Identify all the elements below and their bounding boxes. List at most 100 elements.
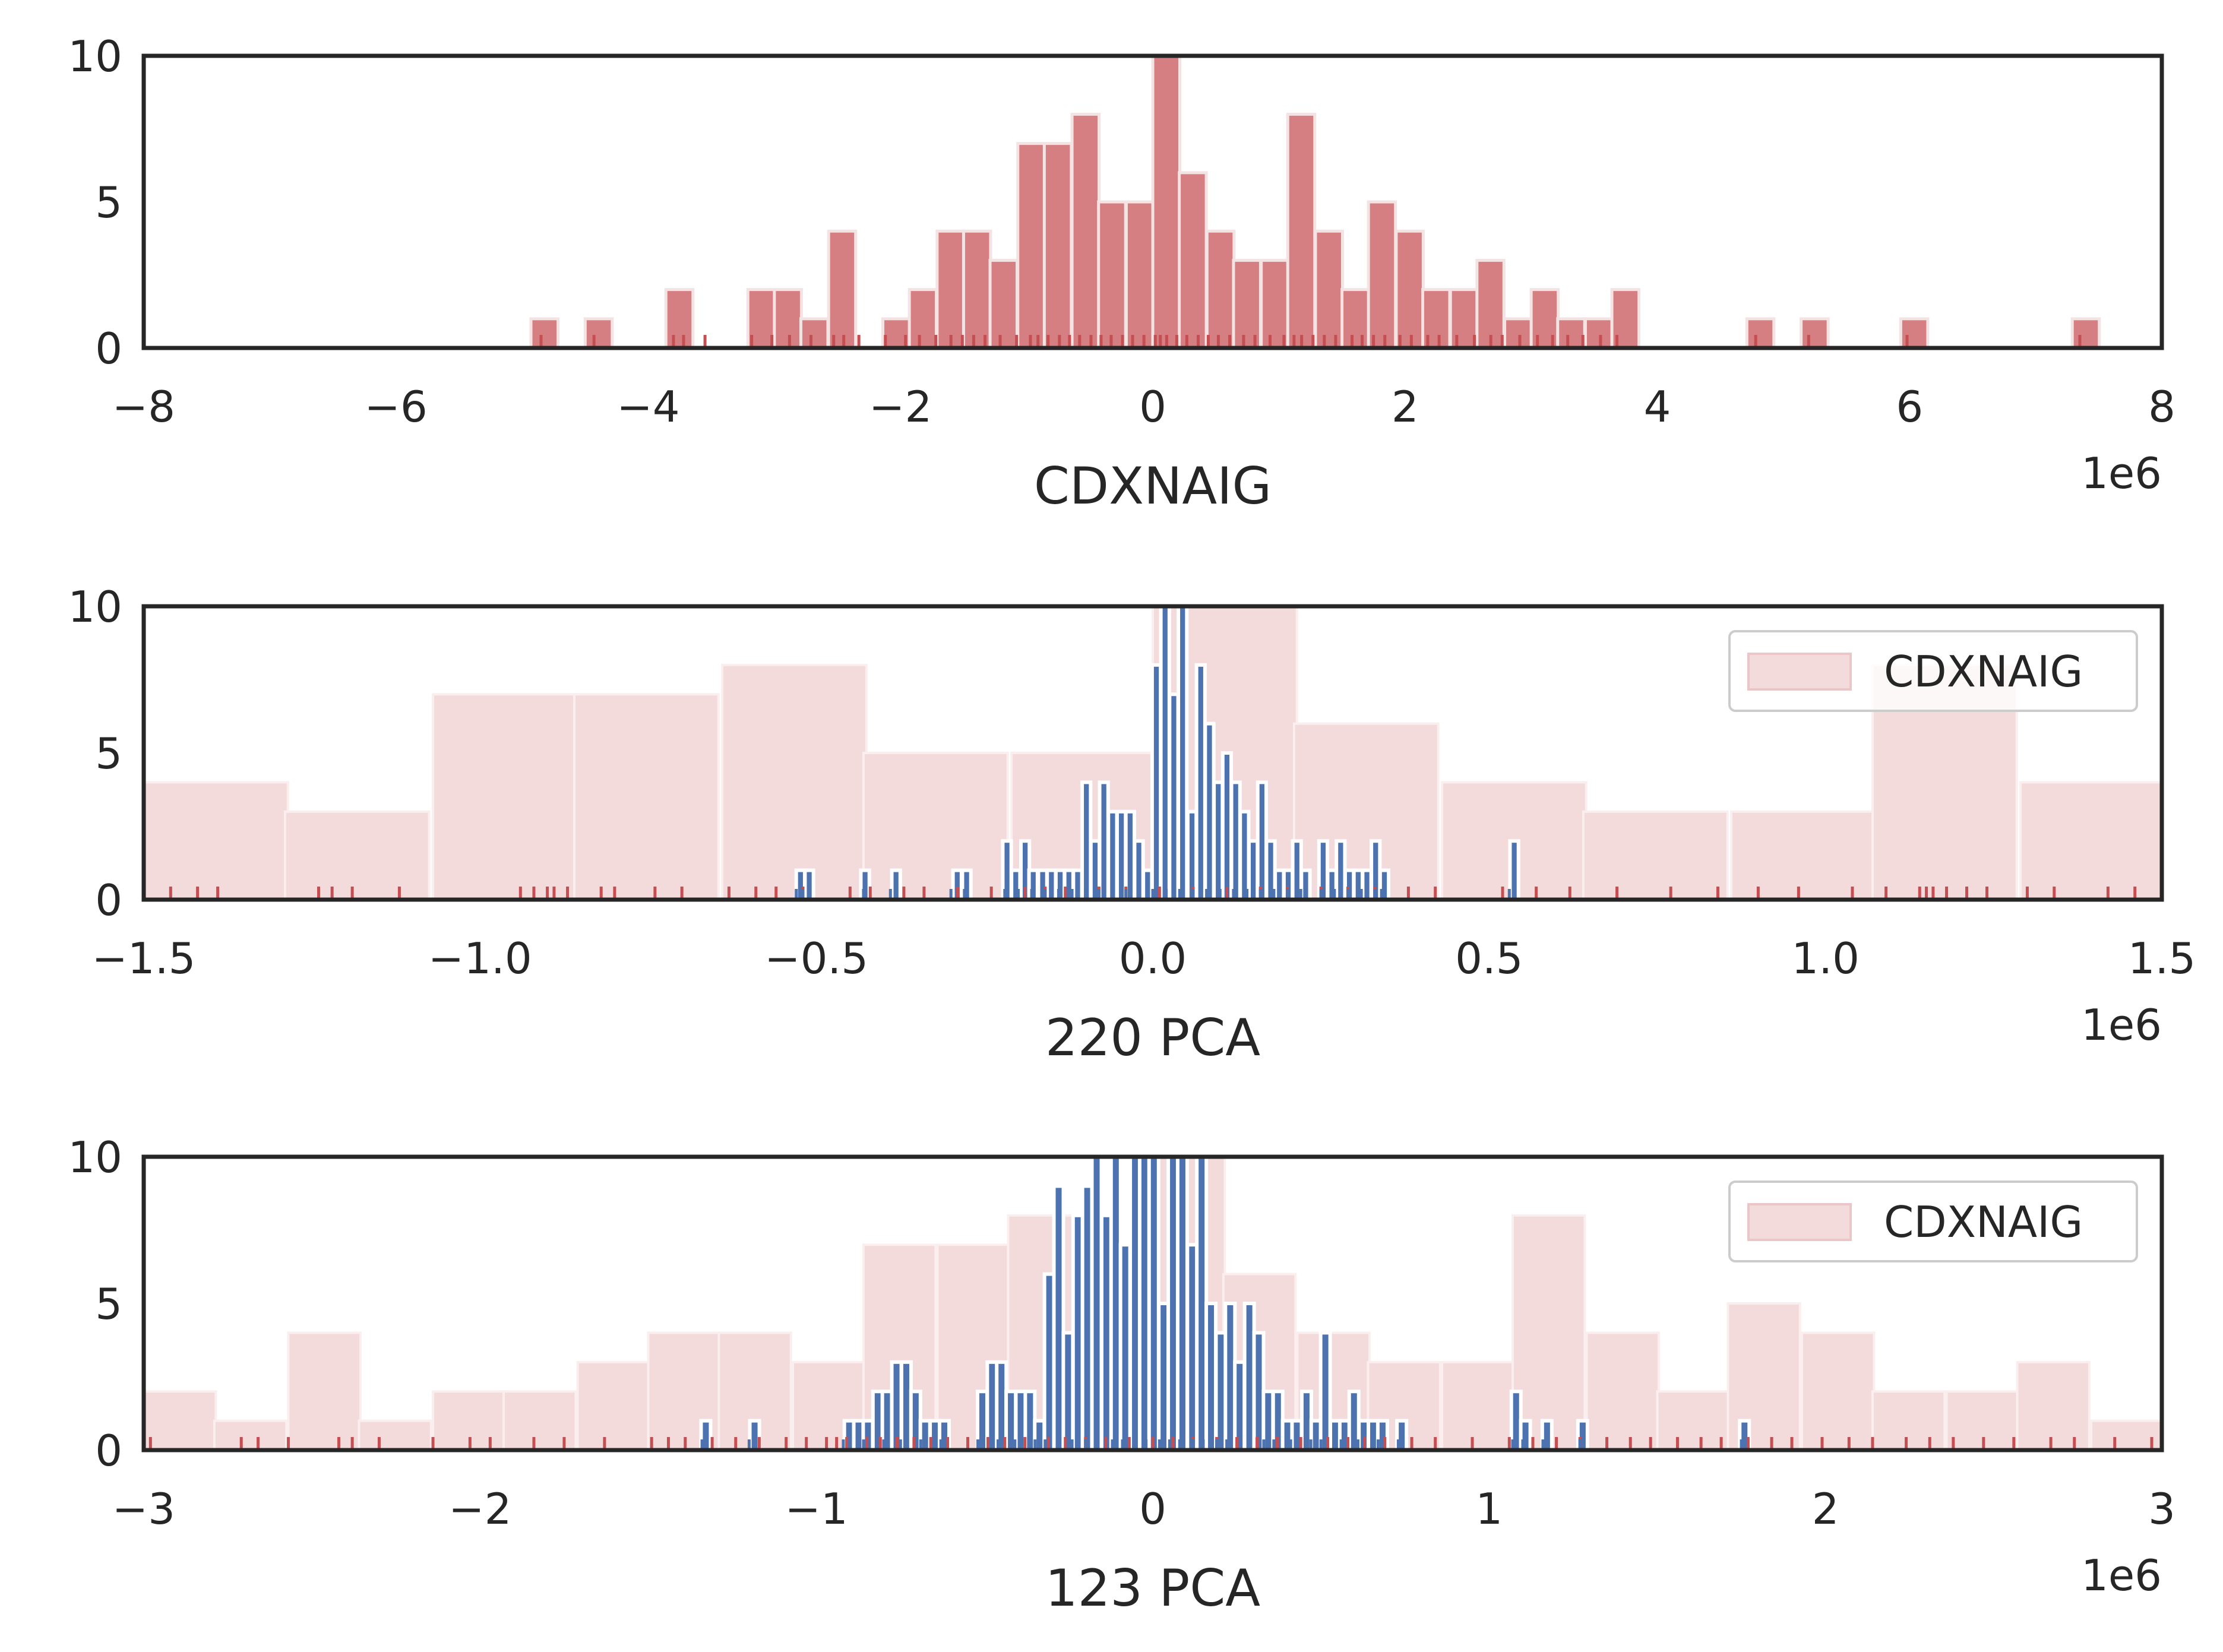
histogram-bar	[803, 868, 815, 900]
histogram-bar	[1582, 810, 1729, 900]
x-tick-label: −3	[112, 1484, 175, 1534]
x-tick-label: 8	[2148, 382, 2175, 432]
x-tick-label: 0	[1139, 382, 1166, 432]
x-tick-label: 2	[1392, 382, 1419, 432]
histogram-bar	[935, 229, 966, 348]
rug-red	[539, 335, 2082, 348]
histogram-bar	[1286, 112, 1317, 348]
x-tick-label: 2	[1812, 1484, 1839, 1534]
axes-frame	[141, 604, 2164, 902]
histogram-bar	[1070, 112, 1101, 348]
histogram-bar	[576, 1360, 651, 1450]
histogram-bar	[144, 781, 289, 900]
histogram-bar	[573, 693, 720, 900]
histogram-bar	[1232, 258, 1262, 348]
histogram-bar	[2161, 840, 2162, 900]
panel-2: CDXNAIG 0 5 10 −1.5 −1.0 −0.5 0.0 0.5 1.0 1.5 220 P…	[68, 582, 2196, 1068]
panel-3: CDXNAIG 0 5 10 −3 −2 −1 0 1 2 3 123 PCA 1e6	[68, 1132, 2175, 1618]
x-offset-label: 1e6	[2081, 1000, 2162, 1050]
legend-swatch	[1747, 1203, 1852, 1241]
y-tick-label: 0	[95, 324, 122, 374]
y-tick-label: 5	[95, 178, 122, 227]
histogram-bar	[890, 868, 902, 900]
histogram-bar	[1899, 317, 1930, 348]
histogram-bar	[1508, 839, 1520, 900]
histogram-bar	[2090, 1419, 2162, 1450]
histogram-bar	[1340, 288, 1371, 348]
histogram-bar	[862, 752, 1009, 900]
histogram-bar	[1178, 171, 1208, 348]
legend-label: CDXNAIG	[1884, 647, 2083, 697]
series-1	[529, 56, 2101, 348]
histogram-bar	[1151, 56, 1182, 348]
histogram-bar	[1800, 317, 1830, 348]
histogram-bar	[1097, 200, 1127, 348]
x-axis-label: CDXNAIG	[1034, 457, 1272, 516]
y-tick-label: 0	[95, 875, 122, 925]
x-tick-label: 3	[2148, 1484, 2175, 1534]
panel-1: 0 5 10 −8 −6 −4 −2 0 2 4 6 8 CDXNAIG 1e6	[68, 31, 2175, 516]
histogram-bar	[1529, 288, 1560, 348]
histogram-bar	[1801, 1331, 1876, 1450]
x-tick-label: −6	[365, 382, 428, 432]
legend: CDXNAIG	[1728, 630, 2138, 712]
legend-box	[1728, 630, 2138, 712]
histogram-bar	[1042, 142, 1073, 348]
plot-area	[144, 1157, 2162, 1450]
x-tick-label: 1.5	[2128, 933, 2196, 983]
histogram-bar	[1394, 229, 1425, 348]
histogram-bar	[1540, 1419, 1554, 1450]
y-tick-label: 10	[68, 31, 122, 81]
histogram-bar	[583, 317, 614, 348]
y-tick-label: 5	[95, 1279, 122, 1329]
histogram-bar	[1177, 606, 1189, 900]
histogram-bar	[907, 288, 938, 348]
series-2	[699, 1157, 1751, 1450]
x-tick-label: −1.5	[92, 933, 196, 983]
histogram-bar	[1745, 317, 1776, 348]
x-tick-label: −0.5	[764, 933, 868, 983]
histogram-bar	[1052, 1184, 1065, 1450]
x-tick-label: −2	[448, 1484, 511, 1534]
x-axis-label: 123 PCA	[1045, 1559, 1260, 1618]
histogram-bar	[773, 288, 803, 348]
histogram-bar	[1367, 200, 1397, 348]
legend-box	[1728, 1181, 2138, 1262]
histogram-bar	[988, 258, 1019, 348]
histogram-bar	[213, 1419, 288, 1450]
x-tick-label: 4	[1644, 382, 1671, 432]
y-tick-label: 10	[68, 582, 122, 632]
histogram-bar	[748, 1419, 761, 1450]
histogram-bar	[1503, 317, 1533, 348]
histogram-bar	[1583, 317, 1614, 348]
histogram-bar	[2016, 1360, 2091, 1450]
x-tick-label: 1	[1475, 1484, 1503, 1534]
histogram-bar	[827, 229, 858, 348]
y-tick-label: 5	[95, 729, 122, 778]
histogram-bar	[1730, 810, 1877, 900]
plot-area	[529, 56, 2101, 348]
histogram-bar	[1260, 258, 1290, 348]
histogram-bar	[1556, 317, 1586, 348]
x-tick-label: 0.5	[1455, 933, 1523, 983]
axes-frame	[141, 1154, 2164, 1452]
histogram-bar	[717, 1331, 792, 1450]
histogram-bar	[283, 810, 431, 900]
histogram-bar	[529, 317, 560, 348]
y-tick-label: 0	[95, 1426, 122, 1476]
series-2	[794, 606, 1520, 900]
histogram-bar	[1314, 229, 1344, 348]
x-tick-label: −8	[112, 382, 175, 432]
x-tick-label: 0	[1139, 1484, 1166, 1534]
x-tick-label: −2	[869, 382, 932, 432]
histogram-bar	[1475, 258, 1506, 348]
histogram-bar	[1016, 142, 1046, 348]
histogram-bar	[432, 693, 578, 900]
histogram-bar	[799, 317, 830, 348]
histogram-bar	[664, 288, 695, 348]
axes-frame	[141, 53, 2164, 350]
legend-swatch	[1747, 653, 1852, 691]
series-1	[144, 606, 2162, 900]
histogram-bar	[1511, 1214, 1586, 1450]
